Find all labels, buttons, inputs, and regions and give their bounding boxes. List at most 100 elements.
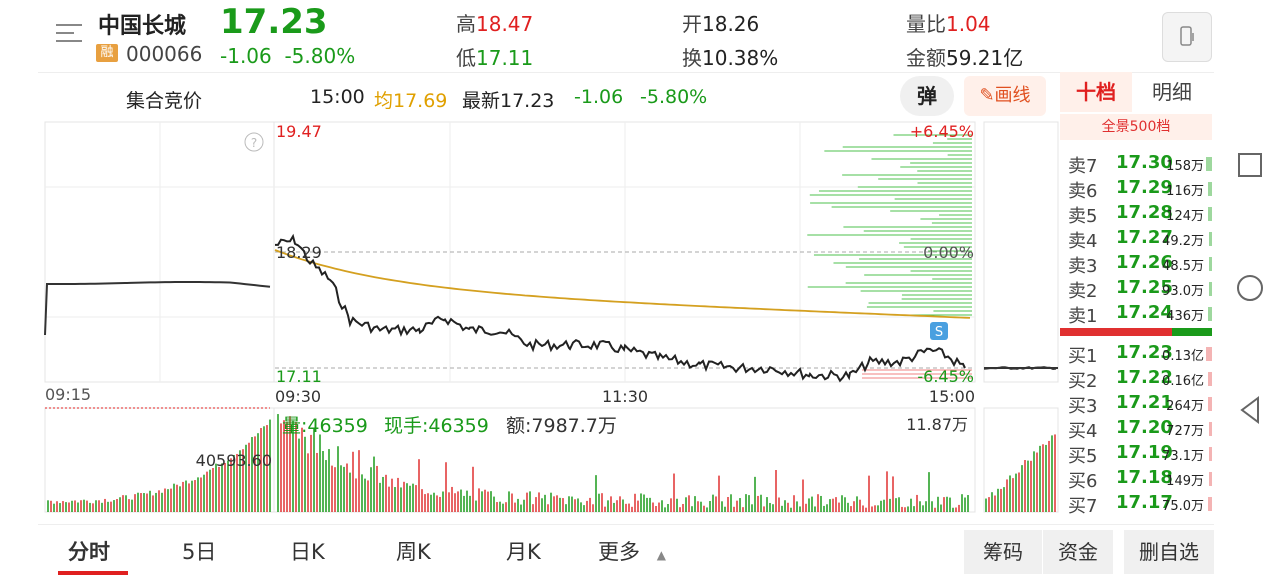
bid-volume: 149万 xyxy=(1166,474,1204,489)
ask-level-1[interactable]: 卖7 17.30 158万 xyxy=(1060,151,1212,177)
caret-up-icon: ▲ xyxy=(656,548,666,562)
ask-volume: 93.0万 xyxy=(1162,284,1204,299)
min-pct-label: -6.45% xyxy=(917,367,974,386)
prev-close-label: 18.29 xyxy=(276,243,322,262)
full-depth-button[interactable]: 全景500档 xyxy=(1060,114,1212,140)
info-change-pct: -5.80% xyxy=(640,86,708,108)
tab-daily-k[interactable]: 日K xyxy=(290,540,325,564)
ask-volume: 49.2万 xyxy=(1162,234,1204,249)
stock-name: 中国长城 xyxy=(98,14,187,39)
bid-level-label: 买1 xyxy=(1068,346,1098,367)
bid-level-2[interactable]: 买2 17.22 0.16亿 xyxy=(1060,366,1212,392)
back-icon[interactable] xyxy=(1240,396,1259,424)
ask-bar xyxy=(1206,157,1212,171)
tab-detail[interactable]: 明细 xyxy=(1152,80,1192,104)
change-pct: -5.80% xyxy=(284,44,356,68)
tab-monthly-k[interactable]: 月K xyxy=(506,540,541,564)
help-icon[interactable] xyxy=(244,132,264,152)
bid-level-3[interactable]: 买3 17.21 264万 xyxy=(1060,391,1212,417)
ask-bar xyxy=(1208,307,1212,321)
bid-level-label: 买4 xyxy=(1068,421,1098,442)
bid-bar xyxy=(1209,447,1212,461)
bid-volume: 727万 xyxy=(1166,424,1204,439)
tab-more[interactable]: 更多 ▲ xyxy=(598,540,666,564)
system-nav xyxy=(1237,153,1263,424)
ask-level-label: 卖1 xyxy=(1068,306,1098,327)
price-change: -1.06 -5.80% xyxy=(220,44,355,68)
active-tab-indicator xyxy=(58,571,128,575)
auction-label: 集合竞价 xyxy=(126,90,203,112)
bid-volume: 0.13亿 xyxy=(1162,349,1204,364)
ask-volume: 116万 xyxy=(1166,184,1204,199)
ask-price: 17.24 xyxy=(1116,302,1173,323)
bid-ask-ratio-bar-green xyxy=(1172,328,1212,336)
time-label-0930: 09:30 xyxy=(275,387,321,406)
recents-icon[interactable] xyxy=(1238,153,1262,177)
ask-level-label: 卖2 xyxy=(1068,281,1098,302)
tab-weekly-k[interactable]: 周K xyxy=(396,540,431,564)
ask-level-4[interactable]: 卖4 17.27 49.2万 xyxy=(1060,226,1212,252)
menu-icon[interactable] xyxy=(56,22,82,46)
ask-level-label: 卖4 xyxy=(1068,231,1098,252)
phone-icon xyxy=(1180,26,1194,46)
margin-badge: 融 xyxy=(96,44,118,62)
low-stat: 低17.11 xyxy=(456,46,534,70)
ask-level-7[interactable]: 卖1 17.24 436万 xyxy=(1060,301,1212,327)
ask-level-3[interactable]: 卖5 17.28 124万 xyxy=(1060,201,1212,227)
bid-volume: 0.16亿 xyxy=(1162,374,1204,389)
pencil-icon: ✎ xyxy=(979,85,995,106)
intraday-chart[interactable]: S ? 19.47 17.11 18.29 +6.45% 0.00% -6.45… xyxy=(0,0,1060,520)
home-icon[interactable] xyxy=(1237,275,1263,301)
bid-price: 17.18 xyxy=(1116,467,1173,488)
time-label-0915: 09:15 xyxy=(45,385,91,404)
tab-5day[interactable]: 5日 xyxy=(182,540,217,564)
volume-info: 量:46359 xyxy=(282,415,368,437)
bid-bar xyxy=(1209,472,1212,486)
after-hours-line xyxy=(983,366,1057,371)
bid-volume: 73.1万 xyxy=(1162,449,1204,464)
ask-volume: 158万 xyxy=(1166,159,1204,174)
tab-intraday[interactable]: 分时 xyxy=(68,540,110,564)
bid-ask-ratio-bar-red xyxy=(1060,328,1172,336)
landscape-toggle-button[interactable] xyxy=(1162,12,1212,62)
ask-price: 17.28 xyxy=(1116,202,1173,223)
ask-level-5[interactable]: 卖3 17.26 48.5万 xyxy=(1060,251,1212,277)
bid-volume: 75.0万 xyxy=(1162,499,1204,514)
ask-level-label: 卖5 xyxy=(1068,206,1098,227)
bid-bar xyxy=(1208,372,1212,386)
bid-price: 17.19 xyxy=(1116,442,1173,463)
bid-price: 17.17 xyxy=(1116,492,1173,513)
bid-level-4[interactable]: 买4 17.20 727万 xyxy=(1060,416,1212,442)
avg-price: 均17.69 xyxy=(374,90,448,112)
bid-level-1[interactable]: 买1 17.23 0.13亿 xyxy=(1060,341,1212,367)
ask-volume: 48.5万 xyxy=(1162,259,1204,274)
funds-button[interactable]: 资金 xyxy=(1043,530,1113,574)
draw-line-button[interactable]: ✎画线 xyxy=(964,76,1046,116)
bid-level-5[interactable]: 买5 17.19 73.1万 xyxy=(1060,441,1212,467)
ask-price: 17.30 xyxy=(1116,152,1173,173)
max-volume-label: 11.87万 xyxy=(906,415,968,434)
info-change: -1.06 xyxy=(574,86,624,108)
sell-signal-marker[interactable] xyxy=(930,322,948,340)
amount-info: 额:7987.7万 xyxy=(506,415,617,437)
bid-level-label: 买7 xyxy=(1068,496,1098,517)
time-label-1500: 15:00 xyxy=(929,387,975,406)
bid-price: 17.22 xyxy=(1116,367,1173,388)
bid-bar xyxy=(1209,422,1212,436)
popup-button[interactable]: 弹 xyxy=(900,76,954,116)
turnover-stat: 换10.38% xyxy=(682,46,779,70)
remove-watchlist-button[interactable]: 删自选 xyxy=(1124,530,1214,574)
tab-ten-levels[interactable]: 十档 xyxy=(1060,72,1132,112)
hand-info: 现手:46359 xyxy=(384,415,489,437)
ask-level-2[interactable]: 卖6 17.29 116万 xyxy=(1060,176,1212,202)
bid-level-7[interactable]: 买7 17.17 75.0万 xyxy=(1060,491,1212,517)
ask-bar xyxy=(1209,232,1212,246)
bid-bar xyxy=(1208,497,1212,511)
max-price-label: 19.47 xyxy=(276,122,322,141)
auction-volume-label: 40593.60 xyxy=(196,451,272,470)
cursor-time: 15:00 xyxy=(310,86,365,108)
chips-button[interactable]: 筹码 xyxy=(964,530,1042,574)
bid-level-6[interactable]: 买6 17.18 149万 xyxy=(1060,466,1212,492)
ask-volume: 436万 xyxy=(1166,309,1204,324)
ask-level-6[interactable]: 卖2 17.25 93.0万 xyxy=(1060,276,1212,302)
